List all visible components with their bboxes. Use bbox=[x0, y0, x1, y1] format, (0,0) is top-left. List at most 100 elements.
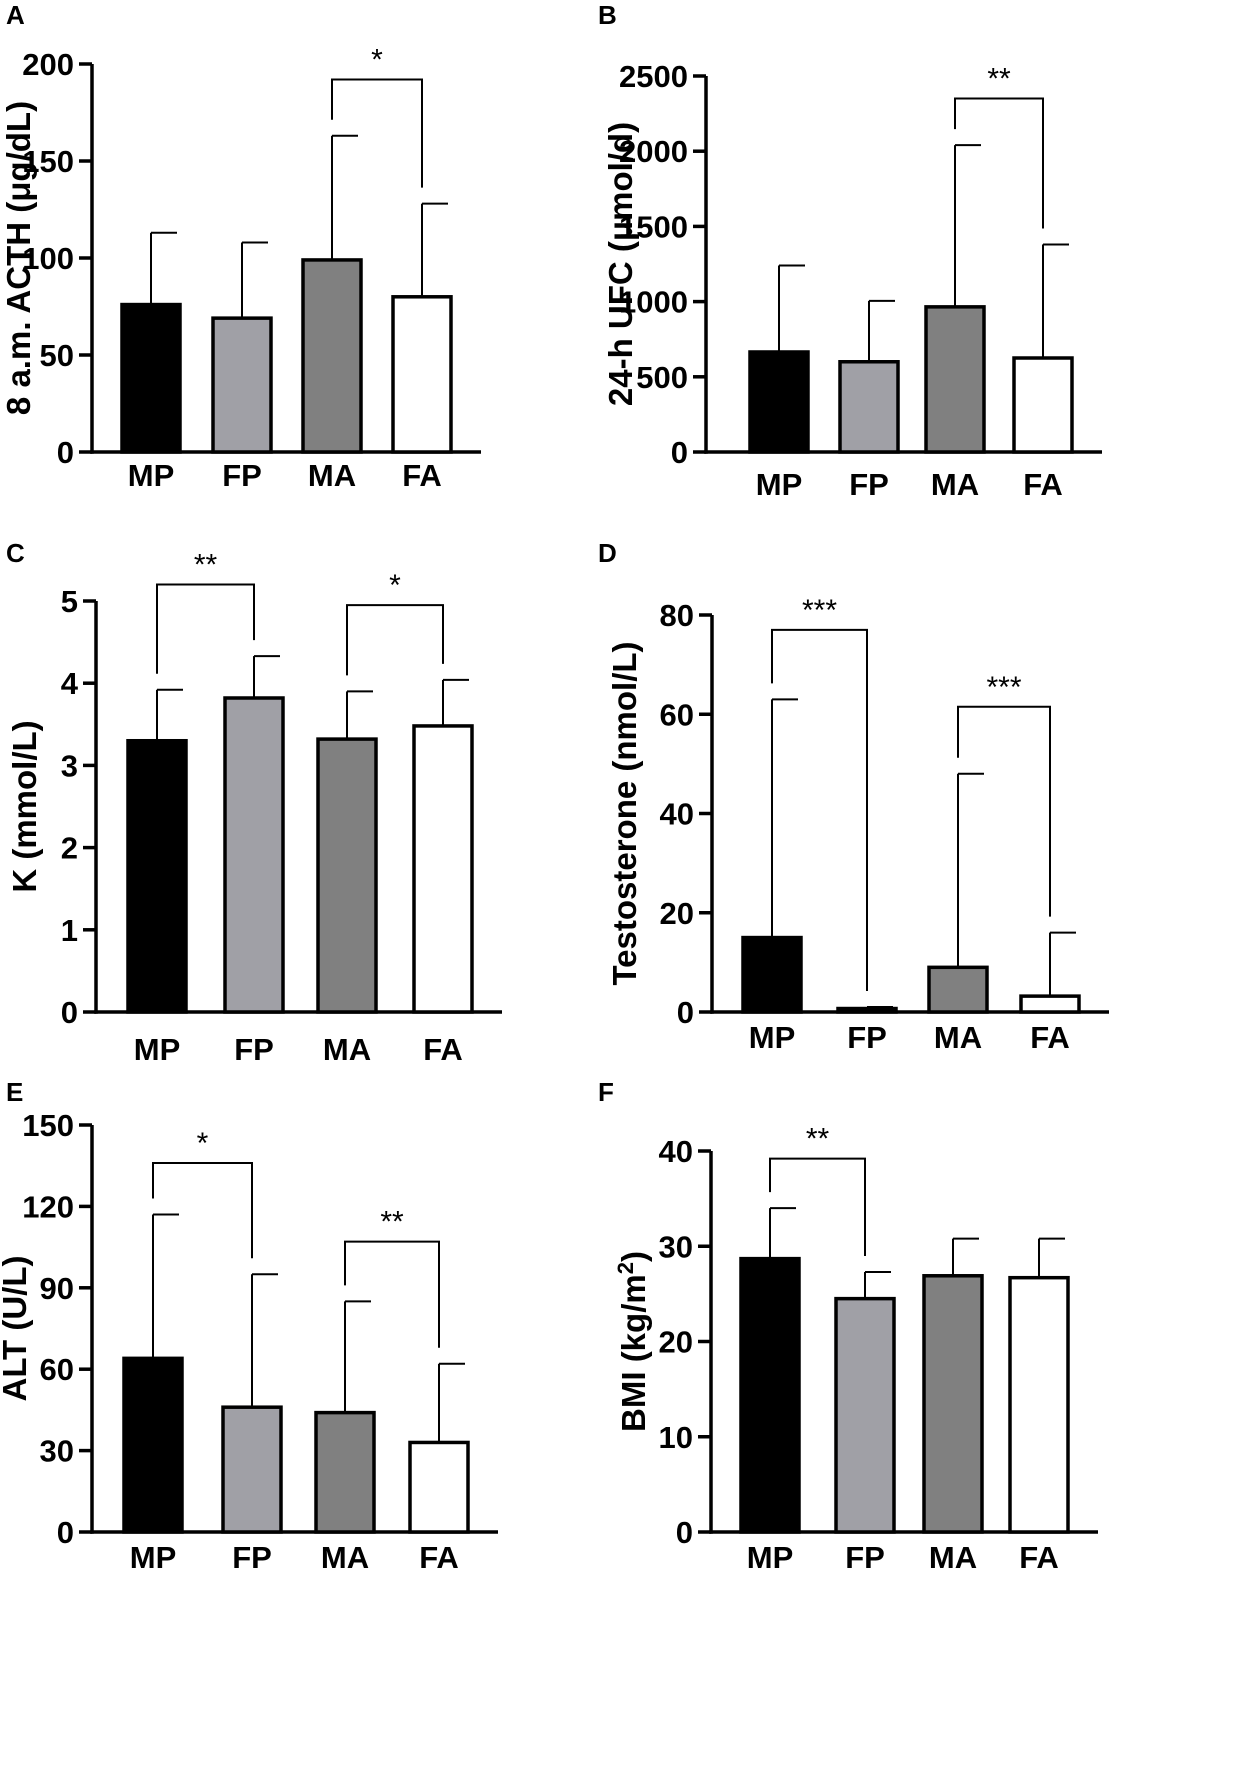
category-label: MA bbox=[931, 467, 979, 502]
y-tick-label: 1500 bbox=[619, 209, 688, 244]
bar-fp bbox=[836, 1006, 898, 1014]
y-tick-label: 2 bbox=[61, 831, 78, 866]
category-label: MA bbox=[934, 1020, 982, 1055]
bar-fp bbox=[221, 1405, 283, 1534]
significance-label: * bbox=[197, 1127, 209, 1160]
category-label: FP bbox=[222, 458, 262, 493]
category-label: MP bbox=[749, 1020, 796, 1055]
category-label: MP bbox=[747, 1540, 794, 1575]
category-label: MA bbox=[929, 1540, 977, 1575]
y-axis-label: Testosterone (nmol/L) bbox=[606, 641, 643, 985]
category-label: FP bbox=[232, 1540, 272, 1575]
category-label: FA bbox=[402, 458, 442, 493]
category-label: MP bbox=[756, 467, 803, 502]
category-label: FP bbox=[845, 1540, 885, 1575]
category-label: FA bbox=[423, 1032, 463, 1067]
panel-d: D 0 20 40 60 80 Testosterone (nmol/L) MP FP MA FA *… bbox=[598, 538, 1109, 1055]
bar-ma bbox=[924, 305, 986, 454]
panel-letter: A bbox=[6, 0, 25, 30]
category-label: FP bbox=[234, 1032, 274, 1067]
significance-label: * bbox=[389, 569, 401, 602]
y-tick-label: 40 bbox=[659, 1134, 693, 1169]
bar-mp bbox=[120, 302, 182, 454]
category-label: FA bbox=[1019, 1540, 1059, 1575]
y-tick-label: 1 bbox=[61, 913, 78, 948]
y-tick-label: 0 bbox=[57, 1515, 74, 1550]
bar-fa bbox=[391, 295, 453, 454]
bar-mp bbox=[748, 350, 810, 454]
category-label: FA bbox=[1023, 467, 1063, 502]
panel-letter: F bbox=[598, 1077, 614, 1107]
bar-fa bbox=[1012, 356, 1074, 454]
significance-bracket bbox=[954, 97, 1044, 229]
significance-bracket bbox=[346, 604, 444, 676]
significance-label: * bbox=[371, 44, 383, 77]
y-tick-label: 120 bbox=[22, 1189, 74, 1224]
y-axis-label: BMI (kg/m2) bbox=[613, 1251, 653, 1432]
category-label: FA bbox=[419, 1540, 459, 1575]
significance-label: ** bbox=[987, 63, 1011, 96]
bar-mp bbox=[126, 738, 188, 1014]
significance-label: *** bbox=[986, 671, 1021, 704]
y-tick-label: 150 bbox=[22, 1108, 74, 1143]
panel-f: F 0 10 20 30 40 BMI (kg/m2) MP FP MA FA ** bbox=[598, 1077, 1098, 1575]
category-label: MA bbox=[323, 1032, 371, 1067]
y-tick-label: 0 bbox=[61, 995, 78, 1030]
y-tick-label: 60 bbox=[660, 697, 694, 732]
significance-bracket bbox=[957, 705, 1051, 917]
y-tick-label: 4 bbox=[61, 666, 79, 701]
category-label: FA bbox=[1030, 1020, 1070, 1055]
significance-bracket bbox=[331, 78, 423, 188]
bar-fa bbox=[1008, 1275, 1070, 1534]
category-label: MP bbox=[134, 1032, 181, 1067]
significance-bracket bbox=[344, 1240, 440, 1348]
panel-letter: C bbox=[6, 538, 25, 568]
bar-fp bbox=[211, 316, 273, 454]
y-tick-label: 200 bbox=[22, 47, 74, 82]
y-tick-label: 50 bbox=[40, 338, 74, 373]
y-axis-label: K (mmol/L) bbox=[6, 720, 43, 892]
panel-b: B 0 500 1000 1500 2000 2500 24-h UFC (μmol/d) MP… bbox=[598, 0, 1102, 502]
bar-ma bbox=[922, 1274, 984, 1534]
bar-mp bbox=[122, 1356, 184, 1534]
bar-fp bbox=[838, 360, 900, 454]
category-label: FP bbox=[847, 1020, 887, 1055]
bar-ma bbox=[314, 1410, 376, 1534]
y-tick-label: 20 bbox=[659, 1325, 693, 1360]
y-tick-label: 20 bbox=[660, 896, 694, 931]
y-tick-label: 90 bbox=[40, 1271, 74, 1306]
category-label: FP bbox=[849, 467, 889, 502]
bar-mp bbox=[739, 1256, 801, 1534]
y-tick-label: 1000 bbox=[619, 285, 688, 320]
category-label: MP bbox=[130, 1540, 177, 1575]
bar-fa bbox=[412, 724, 474, 1014]
y-tick-label: 150 bbox=[22, 144, 74, 179]
category-label: MA bbox=[308, 458, 356, 493]
y-tick-label: 0 bbox=[677, 995, 694, 1030]
y-tick-label: 5 bbox=[61, 584, 78, 619]
panel-a: A 0 50 100 150 200 8 a.m. ACTH (μg/dL) MP FP MA FA… bbox=[0, 0, 481, 493]
significance-label: ** bbox=[806, 1123, 830, 1156]
y-tick-label: 80 bbox=[660, 598, 694, 633]
y-axis-label: 24-h UFC (μmol/d) bbox=[602, 122, 639, 406]
y-tick-label: 0 bbox=[676, 1515, 693, 1550]
y-tick-label: 0 bbox=[57, 435, 74, 470]
bar-fa bbox=[1019, 994, 1081, 1014]
y-tick-label: 3 bbox=[61, 748, 78, 783]
category-label: MP bbox=[128, 458, 175, 493]
significance-bracket bbox=[152, 1161, 253, 1259]
y-tick-label: 0 bbox=[671, 435, 688, 470]
y-tick-label: 2500 bbox=[619, 59, 688, 94]
y-tick-label: 100 bbox=[22, 241, 74, 276]
significance-bracket bbox=[771, 628, 868, 992]
y-tick-label: 2000 bbox=[619, 134, 688, 169]
bar-ma bbox=[316, 737, 378, 1014]
bar-fp bbox=[834, 1296, 896, 1534]
y-tick-label: 60 bbox=[40, 1352, 74, 1387]
panel-letter: E bbox=[6, 1077, 23, 1107]
bar-mp bbox=[741, 935, 803, 1014]
y-tick-label: 30 bbox=[659, 1229, 693, 1264]
panel-letter: D bbox=[598, 538, 617, 568]
y-tick-label: 500 bbox=[636, 360, 688, 395]
